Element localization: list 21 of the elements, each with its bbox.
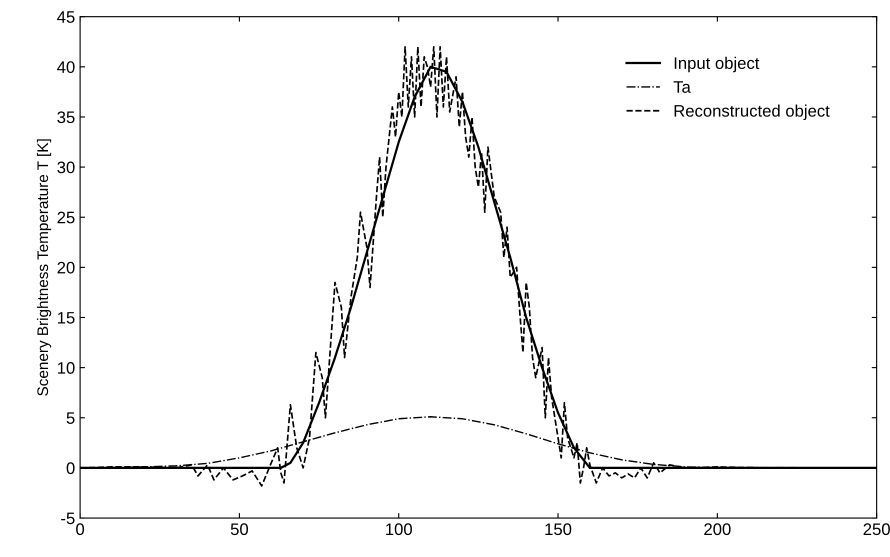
legend-label: Reconstructed object bbox=[674, 104, 830, 120]
x-tick-label: 150 bbox=[545, 523, 572, 536]
x-tick-label: 0 bbox=[76, 523, 84, 536]
y-tick-label: 20 bbox=[58, 262, 75, 274]
x-tick-label: 50 bbox=[230, 523, 248, 536]
y-tick-label: 45 bbox=[57, 11, 75, 23]
y-tick-label: 40 bbox=[57, 61, 75, 74]
y-tick-label: 35 bbox=[57, 111, 75, 124]
y-tick-label: -5 bbox=[61, 512, 75, 524]
y-tick-label: 25 bbox=[58, 212, 75, 224]
legend-label: Input object bbox=[674, 56, 760, 72]
y-tick-label: 0 bbox=[66, 462, 75, 474]
y-tick-label: 15 bbox=[58, 312, 75, 324]
x-tick-label: 250 bbox=[864, 523, 890, 536]
y-tick-label: 5 bbox=[66, 412, 75, 424]
y-axis-title: Scenery Brightness Temperature T [K] bbox=[36, 139, 52, 396]
legend-label: Ta bbox=[674, 81, 691, 93]
x-tick-label: 100 bbox=[386, 523, 412, 536]
y-tick-label: 30 bbox=[57, 162, 75, 174]
y-tick-label: 10 bbox=[58, 362, 75, 374]
x-tick-label: 200 bbox=[704, 523, 731, 536]
